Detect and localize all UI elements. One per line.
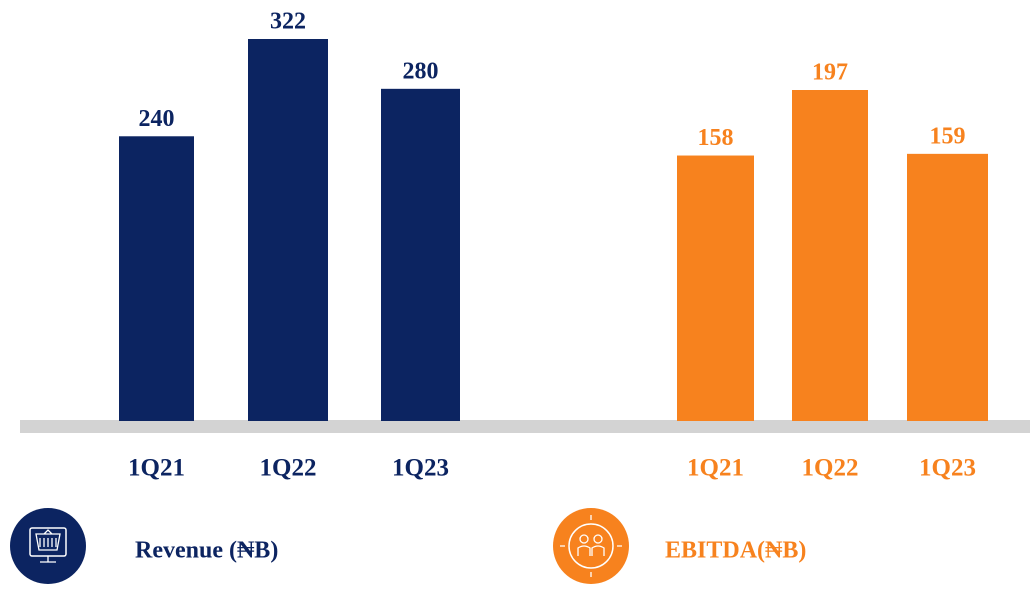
x-tick-label: 1Q22 — [802, 455, 859, 482]
value-label: 197 — [812, 60, 848, 86]
ebitda-icon — [553, 508, 629, 584]
value-label: 322 — [270, 9, 306, 35]
bar — [119, 136, 194, 421]
x-tick-label: 1Q21 — [128, 455, 185, 482]
chart-title: EBITDA(₦B) — [665, 538, 806, 564]
bar — [381, 88, 460, 422]
chart-title: Revenue (₦B) — [135, 538, 278, 564]
x-tick-label: 1Q23 — [919, 455, 976, 482]
bar — [248, 39, 328, 421]
x-tick-label: 1Q21 — [687, 455, 744, 482]
x-tick-label: 1Q22 — [260, 455, 317, 482]
value-label: 240 — [139, 106, 175, 132]
value-label: 280 — [403, 58, 439, 84]
bar — [907, 153, 988, 421]
revenue-icon — [10, 508, 86, 584]
baseline — [20, 420, 1030, 433]
value-label: 159 — [930, 123, 966, 149]
value-label: 158 — [698, 125, 734, 151]
x-tick-label: 1Q23 — [392, 455, 449, 482]
bar — [792, 90, 868, 421]
bar — [677, 155, 754, 421]
